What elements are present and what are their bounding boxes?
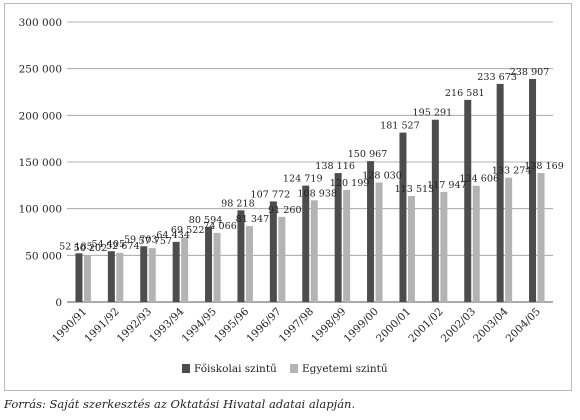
bar-foiskolai <box>237 210 245 302</box>
bar-egyetemi <box>278 216 286 302</box>
data-label-egyetemi: 74 066 <box>203 221 237 232</box>
x-tick-label: 1997/98 <box>277 306 316 345</box>
bar-egyetemi <box>440 191 448 302</box>
legend-label-foiskolai: Főiskolai szintű <box>194 362 277 375</box>
bar-egyetemi <box>213 232 221 302</box>
data-label-egyetemi: 91 260 <box>268 205 302 216</box>
data-label-foiskolai: 52 185 <box>59 241 93 252</box>
data-label-foiskolai: 98 218 <box>221 198 255 209</box>
bar-egyetemi <box>116 252 124 302</box>
y-tick-label: 200 000 <box>19 110 62 122</box>
data-label-egyetemi: 69 522 <box>171 225 205 236</box>
bar-egyetemi <box>148 248 156 302</box>
bar-foiskolai <box>140 246 148 302</box>
data-label-egyetemi: 81 347 <box>236 214 270 225</box>
data-label-foiskolai: 238 907 <box>510 67 550 78</box>
data-label-foiskolai: 64 434 <box>156 230 190 241</box>
bar-egyetemi <box>505 177 513 302</box>
bar-egyetemi <box>310 200 318 302</box>
bar-foiskolai <box>367 161 375 302</box>
bar-egyetemi <box>537 173 545 302</box>
data-label-egyetemi: 57 757 <box>138 236 172 247</box>
bar-egyetemi <box>375 182 383 302</box>
data-label-egyetemi: 138 169 <box>524 161 564 172</box>
x-tick-label: 2002/03 <box>439 306 478 345</box>
y-tick-label: 250 000 <box>19 64 62 76</box>
legend-label-egyetemi: Egyetemi szintű <box>302 362 388 375</box>
legend-swatch-egyetemi <box>290 364 298 373</box>
y-tick-label: 100 000 <box>19 204 62 216</box>
data-label-foiskolai: 233 673 <box>477 72 517 83</box>
x-tick-label: 1994/95 <box>180 306 219 345</box>
data-label-foiskolai: 150 967 <box>348 149 388 160</box>
bar-foiskolai <box>431 119 439 303</box>
bar-foiskolai <box>334 173 342 302</box>
x-tick-label: 1992/93 <box>115 306 154 345</box>
data-label-egyetemi: 50 202 <box>74 243 108 254</box>
bar-foiskolai <box>75 253 83 302</box>
bar-foiskolai <box>302 185 310 302</box>
bar-egyetemi <box>245 226 253 302</box>
data-label-foiskolai: 216 581 <box>445 88 485 99</box>
y-tick-label: 50 000 <box>25 250 62 262</box>
bar-foiskolai <box>269 201 277 302</box>
data-label-foiskolai: 138 116 <box>315 161 355 172</box>
data-label-egyetemi: 128 030 <box>362 171 402 182</box>
bar-egyetemi <box>83 255 91 302</box>
x-tick-label: 2000/01 <box>374 306 413 345</box>
data-label-egyetemi: 108 938 <box>297 188 337 199</box>
data-label-foiskolai: 107 772 <box>251 189 291 200</box>
bar-foiskolai <box>205 226 213 302</box>
bar-foiskolai <box>399 132 407 302</box>
bar-foiskolai <box>529 79 537 302</box>
data-label-egyetemi: 133 274 <box>492 166 532 177</box>
y-tick-label: 150 000 <box>19 157 62 169</box>
data-label-egyetemi: 52 674 <box>106 241 140 252</box>
x-tick-label: 1990/91 <box>50 306 89 345</box>
bar-foiskolai <box>464 99 472 303</box>
data-label-foiskolai: 80 594 <box>189 215 223 226</box>
x-tick-label: 1996/97 <box>244 306 283 345</box>
data-label-egyetemi: 113 513 <box>395 184 435 195</box>
y-tick-label: 0 <box>55 297 62 309</box>
bar-chart: 0 50 000 100 000 150 000 200 000 250 000 300 0… <box>19 17 564 375</box>
x-tick-label: 2004/05 <box>504 306 543 345</box>
data-label-egyetemi: 120 199 <box>330 178 370 189</box>
data-label-foiskolai: 124 719 <box>283 174 323 185</box>
data-label-foiskolai: 181 527 <box>380 121 420 132</box>
y-tick-label: 300 000 <box>19 17 62 29</box>
data-label-foiskolai: 59 703 <box>124 234 158 245</box>
data-label-foiskolai: 195 291 <box>413 108 453 119</box>
bar-foiskolai <box>496 83 504 302</box>
source-caption: Forrás: Saját szerkesztés az Oktatási Hi… <box>4 397 356 411</box>
bar-egyetemi <box>407 196 415 302</box>
data-label-egyetemi: 117 947 <box>427 180 467 191</box>
data-label-egyetemi: 124 606 <box>459 174 499 185</box>
x-tick-label: 2001/02 <box>406 306 445 345</box>
x-tick-label: 1998/99 <box>309 306 348 345</box>
bar-foiskolai <box>172 241 180 302</box>
x-tick-label: 1999/00 <box>342 306 381 345</box>
bar-egyetemi <box>181 237 189 302</box>
bar-foiskolai <box>107 251 115 302</box>
data-label-foiskolai: 54 405 <box>92 239 126 250</box>
bar-egyetemi <box>472 185 480 302</box>
legend-swatch-foiskolai <box>182 364 190 373</box>
x-tick-label: 1991/92 <box>82 306 121 345</box>
bar-egyetemi <box>343 189 351 302</box>
